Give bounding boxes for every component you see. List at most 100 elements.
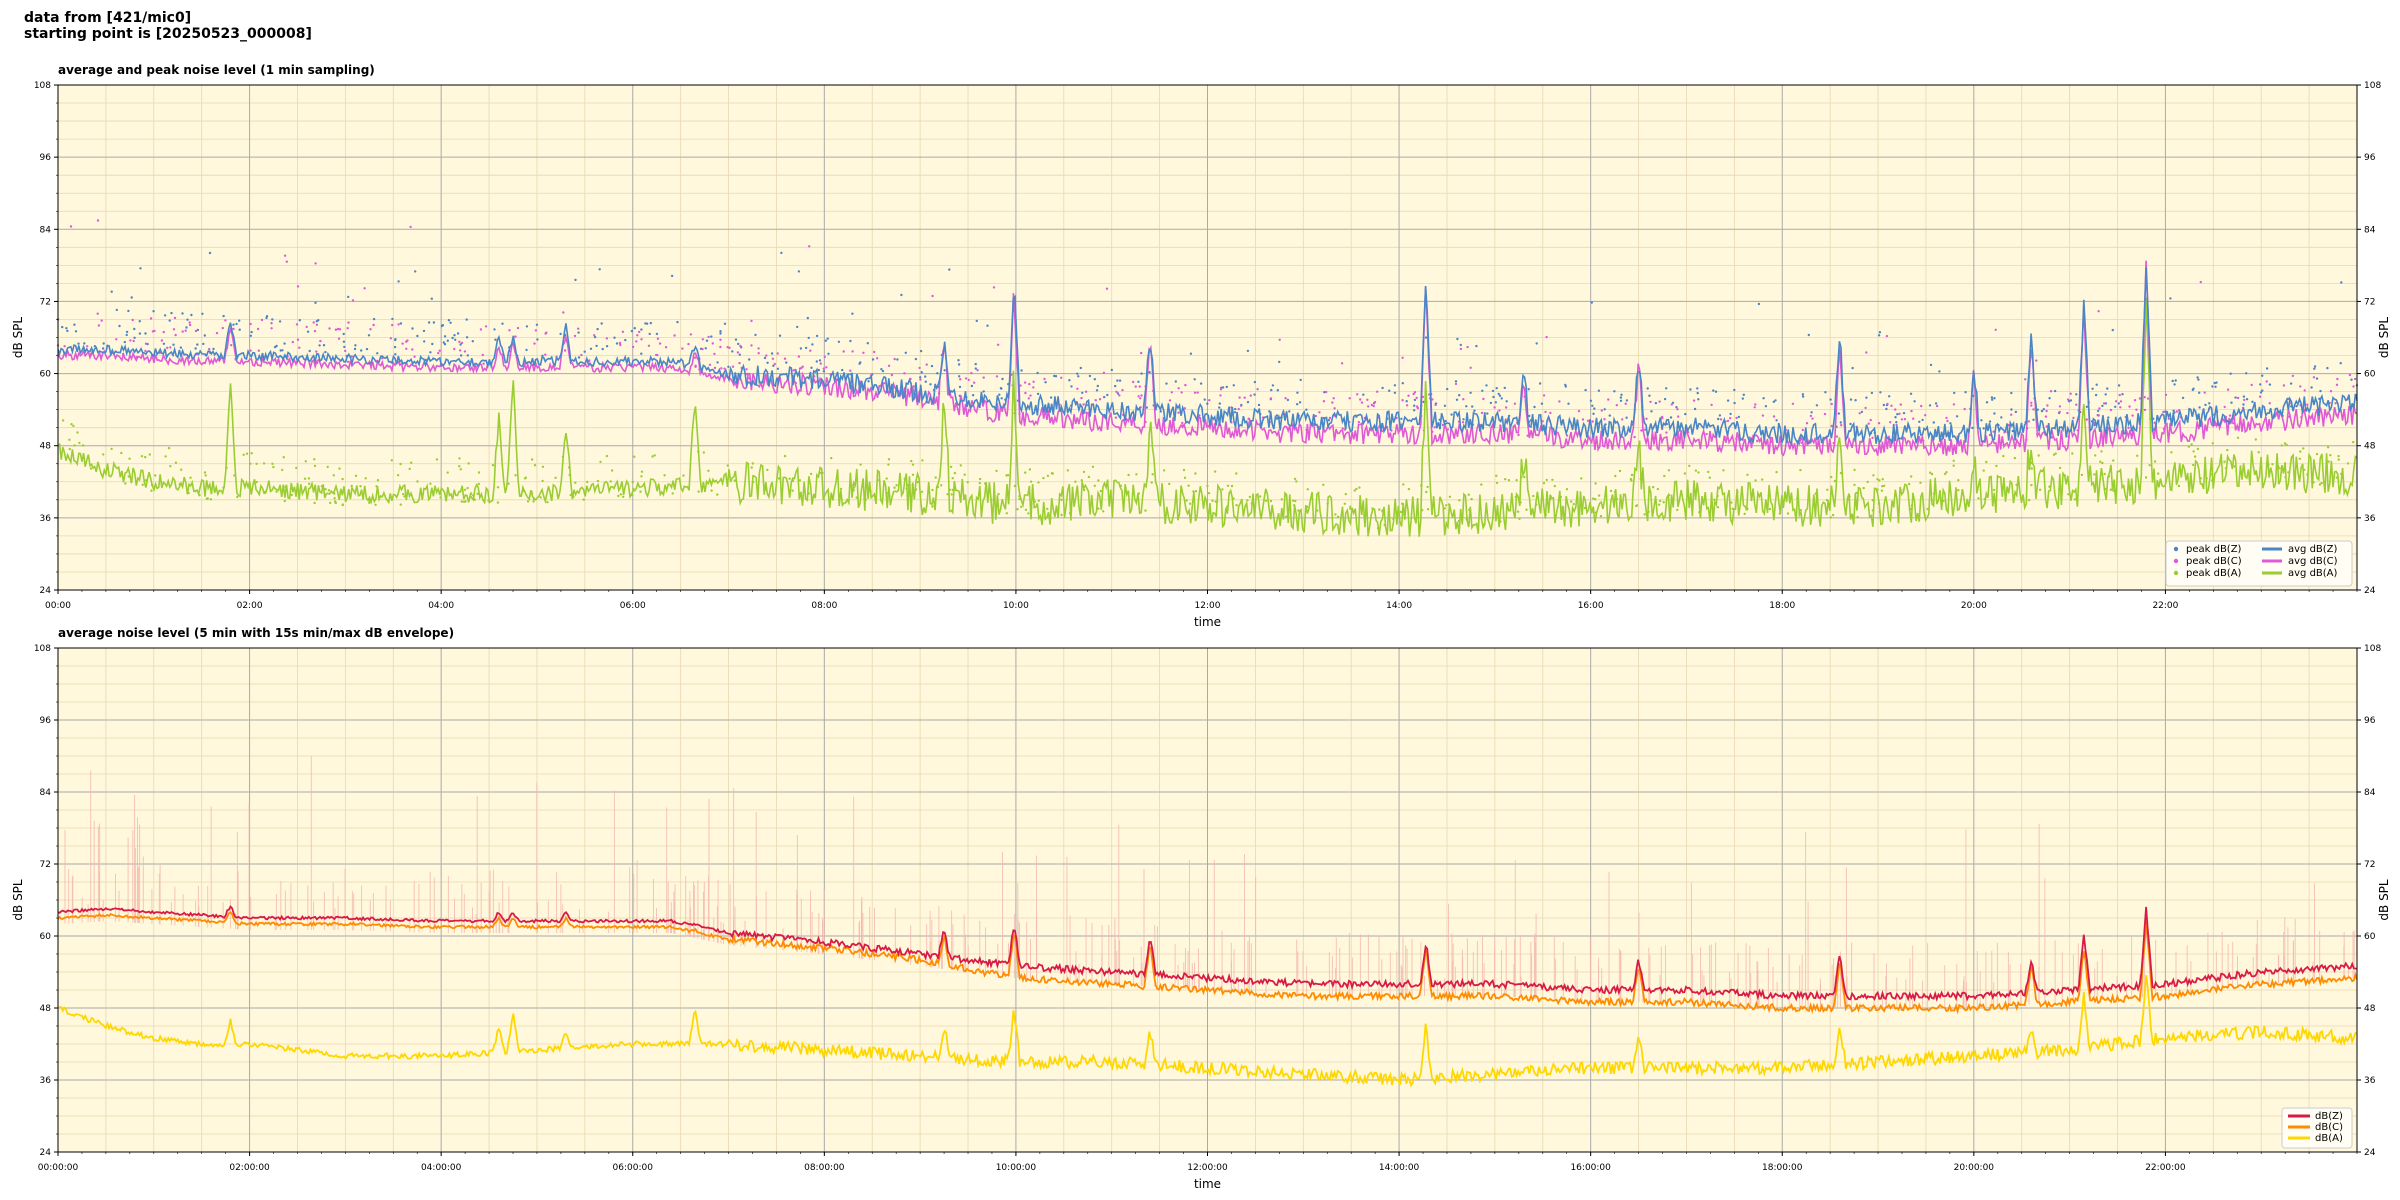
- peak-point: [1253, 393, 1256, 396]
- peak-point: [1486, 412, 1489, 415]
- peak-point: [1405, 400, 1408, 403]
- peak-point: [1240, 404, 1243, 407]
- peak-point: [2326, 446, 2330, 449]
- peak-point: [562, 311, 565, 314]
- peak-point: [948, 268, 951, 271]
- peak-point: [1168, 482, 1171, 486]
- peak-point: [396, 474, 400, 477]
- peak-point: [2118, 393, 2121, 397]
- peak-point: [1459, 347, 1463, 351]
- peak-point: [1269, 397, 1273, 400]
- y-tick-label-right: 72: [2364, 860, 2375, 870]
- peak-point: [1469, 366, 1472, 369]
- peak-point: [1676, 508, 1679, 512]
- peak-point: [162, 342, 166, 345]
- peak-point: [655, 353, 658, 357]
- peak-point: [2234, 396, 2237, 399]
- peak-point: [2075, 393, 2078, 396]
- peak-point: [1865, 351, 1868, 354]
- peak-point: [256, 327, 260, 331]
- peak-point: [826, 337, 829, 340]
- peak-point: [970, 384, 974, 388]
- peak-point: [1036, 392, 1040, 396]
- peak-point: [1851, 366, 1854, 370]
- peak-point: [1533, 405, 1536, 409]
- peak-point: [1068, 379, 1071, 382]
- peak-point: [1168, 399, 1172, 402]
- peak-point: [2143, 408, 2147, 412]
- peak-point: [372, 323, 375, 327]
- peak-point: [2032, 418, 2035, 421]
- peak-point: [1097, 507, 1100, 510]
- peak-point: [1032, 380, 1035, 383]
- peak-point: [399, 322, 403, 325]
- peak-point: [919, 349, 923, 353]
- peak-point: [2204, 403, 2207, 407]
- peak-point: [1093, 484, 1097, 487]
- peak-point: [150, 489, 153, 492]
- peak-point: [1592, 497, 1595, 500]
- peak-point: [435, 458, 439, 461]
- peak-point: [2109, 488, 2112, 491]
- peak-point: [303, 477, 307, 480]
- peak-point: [2030, 467, 2034, 470]
- peak-point: [723, 367, 726, 370]
- peak-point: [895, 484, 898, 487]
- peak-point: [1676, 408, 1679, 411]
- peak-point: [2350, 378, 2353, 381]
- peak-point: [1378, 508, 1381, 511]
- peak-point: [893, 357, 896, 361]
- peak-point: [1753, 406, 1756, 409]
- peak-point: [1080, 479, 1084, 482]
- peak-point: [1445, 504, 1448, 507]
- peak-point: [1099, 489, 1103, 493]
- peak-point: [613, 336, 616, 339]
- peak-point: [1921, 418, 1924, 422]
- peak-point: [110, 447, 113, 451]
- peak-point: [738, 353, 741, 356]
- peak-point: [728, 346, 731, 349]
- peak-point: [1028, 468, 1032, 471]
- peak-point: [1523, 475, 1526, 479]
- x-tick-label: 02:00: [237, 601, 263, 611]
- peak-point: [334, 501, 337, 505]
- peak-point: [115, 308, 119, 312]
- peak-point: [589, 347, 593, 350]
- peak-point: [1840, 424, 1843, 427]
- peak-point: [1358, 486, 1361, 489]
- peak-point: [1498, 394, 1502, 397]
- peak-point: [586, 480, 589, 484]
- peak-point: [186, 318, 189, 321]
- peak-point: [1441, 423, 1445, 427]
- legend-marker: [2173, 570, 2179, 576]
- peak-point: [1591, 404, 1594, 407]
- peak-point: [128, 457, 131, 460]
- peak-point: [2187, 445, 2191, 448]
- peak-point: [2181, 396, 2185, 400]
- peak-point: [313, 458, 316, 461]
- peak-point: [307, 477, 311, 480]
- peak-point: [130, 296, 133, 299]
- peak-point: [1360, 401, 1364, 404]
- peak-point: [1830, 402, 1833, 406]
- peak-point: [535, 323, 539, 326]
- peak-point: [1401, 399, 1404, 402]
- peak-point: [2268, 383, 2272, 386]
- peak-point: [2144, 476, 2148, 479]
- peak-point: [69, 225, 73, 228]
- peak-point: [862, 351, 865, 354]
- peak-point: [367, 334, 371, 337]
- peak-point: [154, 474, 157, 477]
- peak-point: [283, 254, 287, 257]
- peak-point: [466, 486, 469, 490]
- peak-point: [298, 346, 301, 349]
- peak-point: [1458, 499, 1461, 502]
- peak-point: [2143, 396, 2146, 399]
- peak-point: [402, 492, 405, 496]
- peak-point: [1657, 503, 1661, 506]
- peak-point: [1669, 416, 1673, 419]
- peak-point: [374, 503, 377, 506]
- peak-point: [986, 324, 989, 327]
- peak-point: [631, 345, 635, 349]
- x-axis-label: time: [1194, 1177, 1221, 1191]
